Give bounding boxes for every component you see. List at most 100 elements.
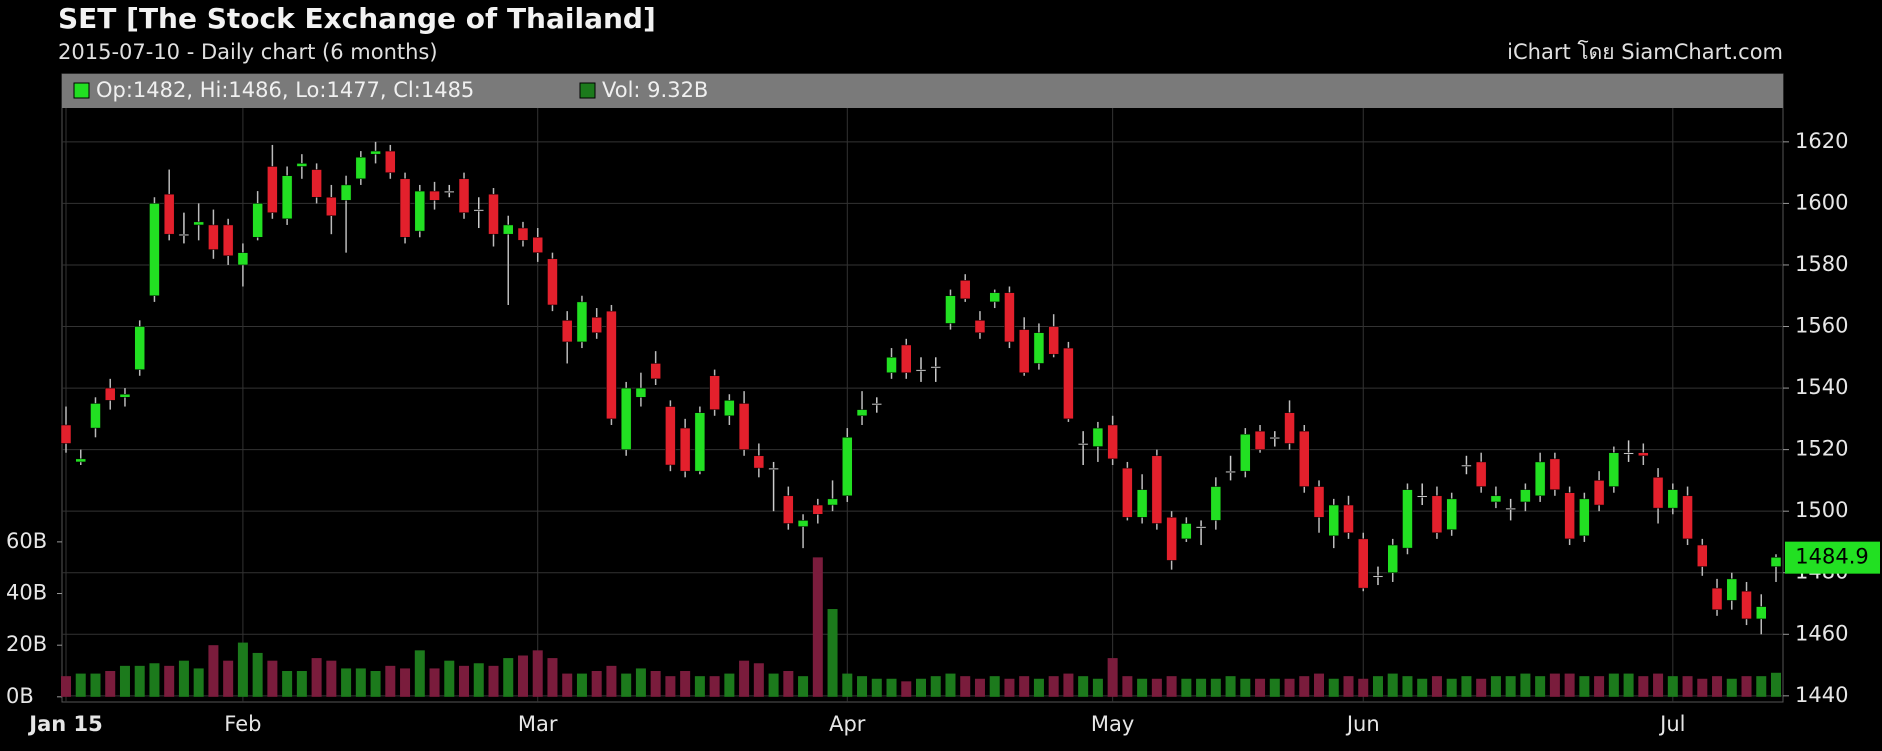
volume-bar [1166,676,1177,697]
volume-bar [1063,673,1074,697]
x-tick-label: Jun [1345,712,1380,736]
volume-bar [591,671,602,697]
volume-bar [1255,678,1266,697]
candle-body [901,344,912,373]
candle-body [620,387,632,450]
candle-body [1225,470,1236,473]
volume-bar [1520,673,1531,697]
candle-body [1328,504,1340,537]
y2-tick-label: 60B [6,529,47,553]
volume-bar [1196,678,1207,697]
volume-bar [1490,676,1501,697]
y2-tick-label: 40B [6,581,47,605]
x-tick-label: Jan 15 [27,712,102,736]
volume-bar [1033,678,1044,697]
volume-bar [842,673,853,697]
candle-body [768,467,779,470]
x-tick-label: May [1091,712,1134,736]
volume-bar [724,673,735,697]
candle-body [1269,437,1281,440]
volume-bar [1549,673,1560,697]
volume-bar [223,660,234,697]
volume-bar [1535,676,1546,697]
candle-body [1608,452,1620,487]
volume-bar [164,665,175,697]
volume-bar [857,676,868,697]
volume-bar [694,676,705,697]
volume-bar [400,668,411,697]
candle-body [1667,489,1679,509]
candle-body [1652,477,1664,509]
y-tick-label: 1600 [1795,190,1848,214]
volume-bar [960,676,971,697]
volume-bar [252,652,263,697]
candle-body [222,224,234,256]
candle-body [591,317,602,333]
y-tick-label: 1560 [1795,314,1848,338]
volume-bar [945,673,956,697]
volume-bar [488,665,499,697]
volume-bar [1048,676,1059,697]
candle-body [797,520,809,527]
candle-body [871,403,883,406]
volume-bar [1756,676,1767,697]
volume-bar [1667,676,1678,697]
volume-bar [1446,678,1457,697]
candle-body [1372,575,1384,578]
volume-bar [606,665,617,697]
candle-body [385,150,396,173]
candle-body [856,409,868,417]
candle-body [532,237,543,253]
candle-body [665,406,676,466]
candle-body [1195,526,1207,529]
candle-body [1549,458,1561,490]
volume-bar [974,678,985,697]
candle-body [1343,504,1354,533]
candle-body [1033,332,1045,364]
volume-bar [930,676,941,697]
volume-bar [208,645,219,697]
candle-body [945,295,956,324]
volume-bar [768,673,779,697]
volume-bar [1653,673,1664,697]
volume-bar [1387,673,1398,697]
candle-body [119,393,131,398]
volume-bar [90,673,101,697]
volume-bar [429,668,440,697]
volume-bar [1461,676,1472,697]
volume-bar [1151,678,1162,697]
candle-body [1520,489,1531,503]
volume-bar [1358,678,1369,697]
candle-body [1756,606,1767,620]
candle-body [237,252,249,266]
volume-bar [355,668,366,697]
candle-body [1593,480,1605,506]
volume-bar [562,673,573,697]
candle-body [1697,544,1708,567]
candle-body [753,455,765,469]
volume-bar [827,609,838,697]
candle-body [517,227,529,241]
candle-body [1402,489,1413,549]
volume-bar [739,660,750,697]
y2-tick-label: 20B [6,632,47,656]
candle-body [974,320,986,333]
y-tick-label: 1540 [1795,375,1848,399]
y-tick-label: 1580 [1795,252,1848,276]
candle-body [355,156,367,180]
volume-bar [178,660,189,697]
volume-bar [1092,678,1103,697]
volume-bar [1623,673,1634,697]
candle-body [252,203,263,238]
candle-body [178,233,190,236]
volume-bar [1284,678,1295,697]
candle-body [1431,495,1443,533]
volume-bar [680,671,691,697]
y-tick-label: 1500 [1795,498,1848,522]
candle-body [915,369,927,372]
candle-body [502,224,514,235]
volume-bar [1741,676,1752,697]
volume-bar [650,671,661,697]
candle-body [1018,329,1030,373]
